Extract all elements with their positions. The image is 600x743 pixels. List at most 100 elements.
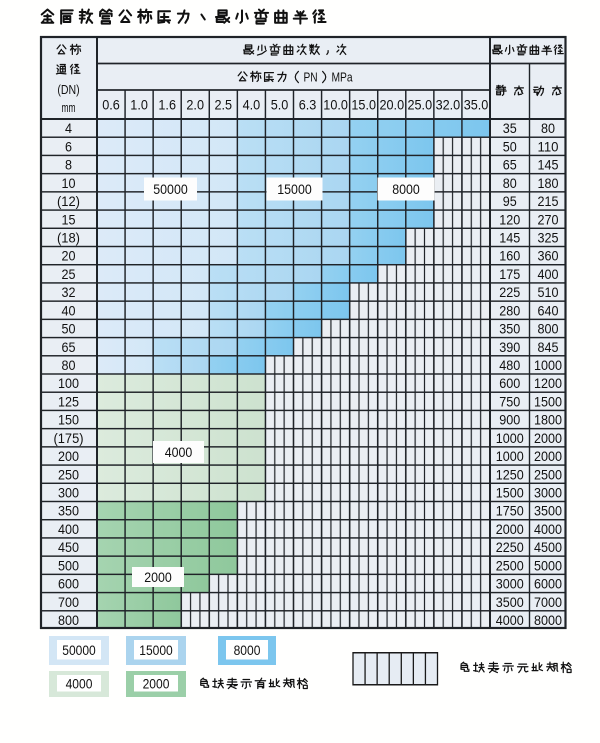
svg-text:225: 225 [499, 284, 520, 300]
svg-text:750: 750 [499, 393, 520, 409]
svg-text:1500: 1500 [534, 393, 562, 409]
svg-text:1800: 1800 [534, 412, 562, 428]
svg-text:845: 845 [538, 339, 559, 355]
svg-text:120: 120 [499, 211, 520, 227]
svg-text:15: 15 [62, 211, 76, 227]
svg-text:2500: 2500 [496, 557, 524, 573]
svg-text:2000: 2000 [144, 570, 172, 585]
svg-text:35.0: 35.0 [464, 97, 489, 113]
svg-text:900: 900 [499, 412, 520, 428]
svg-text:150: 150 [58, 412, 79, 428]
svg-text:390: 390 [499, 339, 520, 355]
svg-text:2000: 2000 [496, 521, 524, 537]
svg-text:510: 510 [538, 284, 559, 300]
svg-text:1.0: 1.0 [130, 97, 148, 113]
svg-text:80: 80 [503, 175, 517, 191]
svg-text:250: 250 [58, 466, 79, 482]
svg-text:1250: 1250 [496, 466, 524, 482]
svg-text:5.0: 5.0 [271, 97, 289, 113]
svg-text:6000: 6000 [534, 576, 562, 592]
svg-text:1200: 1200 [534, 375, 562, 391]
svg-text:80: 80 [62, 357, 76, 373]
svg-text:500: 500 [58, 557, 79, 573]
svg-text:20.0: 20.0 [380, 97, 405, 113]
svg-text:2.5: 2.5 [215, 97, 233, 113]
svg-text:600: 600 [499, 375, 520, 391]
svg-text:1000: 1000 [534, 357, 562, 373]
svg-text:2500: 2500 [534, 466, 562, 482]
svg-text:15.0: 15.0 [351, 97, 376, 113]
svg-text:160: 160 [499, 248, 520, 264]
svg-text:4000: 4000 [66, 677, 93, 692]
svg-text:6.3: 6.3 [299, 97, 317, 113]
svg-text:4500: 4500 [534, 539, 562, 555]
svg-text:0.6: 0.6 [102, 97, 120, 113]
svg-text:350: 350 [499, 321, 520, 337]
svg-text:95: 95 [503, 193, 517, 209]
svg-text:700: 700 [58, 594, 79, 610]
svg-text:125: 125 [58, 393, 79, 409]
svg-text:7000: 7000 [534, 594, 562, 610]
svg-text:1000: 1000 [496, 448, 524, 464]
svg-text:2000: 2000 [534, 448, 562, 464]
svg-text:MPa: MPa [331, 70, 353, 85]
svg-text:3500: 3500 [496, 594, 524, 610]
svg-text:15000: 15000 [139, 643, 173, 658]
svg-text:100: 100 [58, 375, 79, 391]
svg-text:600: 600 [58, 576, 79, 592]
svg-text:350: 350 [58, 503, 79, 519]
svg-text:mm: mm [61, 100, 75, 115]
svg-text:4000: 4000 [496, 612, 524, 628]
svg-text:8: 8 [65, 157, 72, 173]
svg-text:5000: 5000 [534, 557, 562, 573]
svg-text:6: 6 [65, 138, 72, 154]
svg-text:800: 800 [58, 612, 79, 628]
svg-text:8000: 8000 [392, 182, 420, 197]
svg-text:2250: 2250 [496, 539, 524, 555]
svg-text:280: 280 [499, 302, 520, 318]
svg-text:800: 800 [538, 321, 559, 337]
svg-text:300: 300 [58, 485, 79, 501]
svg-text:1.6: 1.6 [158, 97, 176, 113]
svg-text:32: 32 [62, 284, 76, 300]
svg-text:145: 145 [538, 157, 559, 173]
svg-text:10: 10 [62, 175, 76, 191]
svg-text:480: 480 [499, 357, 520, 373]
svg-text:4000: 4000 [165, 445, 193, 460]
svg-text:145: 145 [499, 230, 520, 246]
svg-text:360: 360 [538, 248, 559, 264]
svg-text:(12): (12) [57, 193, 80, 209]
svg-text:175: 175 [499, 266, 520, 282]
svg-text:1500: 1500 [496, 485, 524, 501]
svg-text:(175): (175) [54, 430, 84, 446]
svg-text:PN: PN [303, 70, 317, 85]
svg-text:40: 40 [62, 302, 76, 318]
svg-text:110: 110 [538, 138, 559, 154]
svg-text:450: 450 [58, 539, 79, 555]
svg-text:4: 4 [65, 120, 72, 136]
svg-text:15000: 15000 [277, 182, 312, 197]
svg-text:50000: 50000 [153, 182, 188, 197]
svg-text:35: 35 [503, 120, 517, 136]
svg-text:25: 25 [62, 266, 76, 282]
svg-text:65: 65 [62, 339, 76, 355]
svg-text:80: 80 [541, 120, 555, 136]
svg-text:2.0: 2.0 [186, 97, 204, 113]
svg-text:50: 50 [62, 321, 76, 337]
svg-text:3000: 3000 [534, 485, 562, 501]
svg-text:640: 640 [538, 302, 559, 318]
svg-text:3500: 3500 [534, 503, 562, 519]
svg-text:200: 200 [58, 448, 79, 464]
svg-text:10.0: 10.0 [323, 97, 348, 113]
svg-text:(DN): (DN) [57, 82, 79, 97]
svg-text:20: 20 [62, 248, 76, 264]
svg-text:215: 215 [538, 193, 559, 209]
svg-text:8000: 8000 [234, 643, 261, 658]
svg-text:4000: 4000 [534, 521, 562, 537]
svg-text:(18): (18) [57, 230, 80, 246]
svg-text:50: 50 [503, 138, 517, 154]
svg-text:2000: 2000 [143, 677, 170, 692]
svg-text:400: 400 [538, 266, 559, 282]
svg-text:180: 180 [538, 175, 559, 191]
svg-text:270: 270 [538, 211, 559, 227]
